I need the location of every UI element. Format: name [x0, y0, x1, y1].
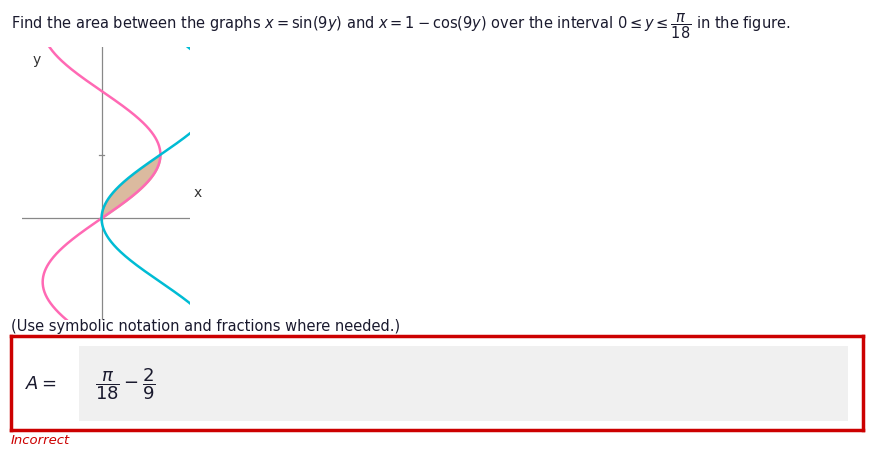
Text: $A = $: $A = $ — [25, 374, 57, 392]
Text: (Use symbolic notation and fractions where needed.): (Use symbolic notation and fractions whe… — [11, 318, 400, 334]
Text: $\dfrac{\pi}{18} - \dfrac{2}{9}$: $\dfrac{\pi}{18} - \dfrac{2}{9}$ — [95, 365, 156, 401]
Text: Incorrect: Incorrect — [11, 433, 70, 446]
Text: x: x — [193, 186, 201, 199]
Text: Find the area between the graphs $x = \sin(9y)$ and $x = 1 - \cos(9y)$ over the : Find the area between the graphs $x = \s… — [11, 11, 790, 41]
Text: y: y — [32, 53, 41, 67]
